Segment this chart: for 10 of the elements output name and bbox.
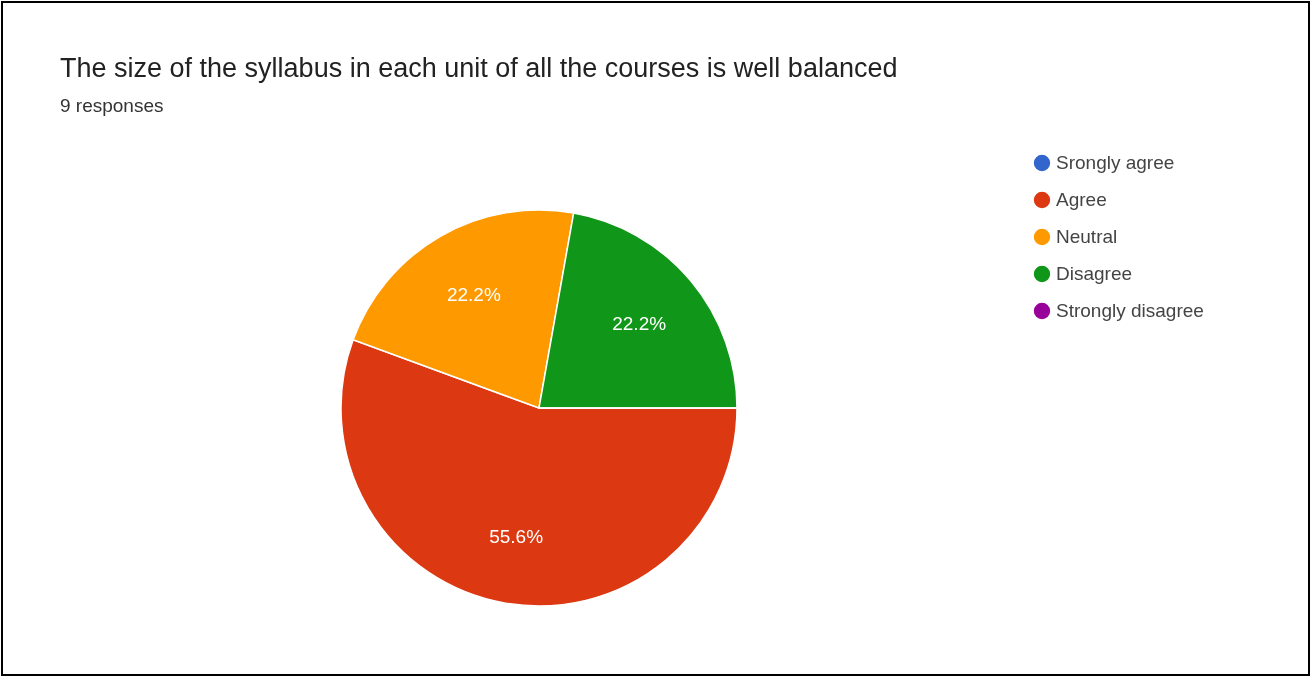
legend-label: Neutral [1056,226,1118,247]
legend-label: Srongly agree [1056,152,1175,173]
text: 9 responses [60,95,164,116]
data-label: 55.6% [489,525,544,547]
data-label: 22.2% [446,283,501,305]
chart-title: The size of the syllabus in each unit of all the courses is well balanced [60,53,898,83]
data-label: 22.2% [612,313,667,335]
legend-label: Strongly disagree [1056,300,1204,321]
legend-label: Agree [1056,189,1107,210]
legend-label: Disagree [1056,263,1133,284]
